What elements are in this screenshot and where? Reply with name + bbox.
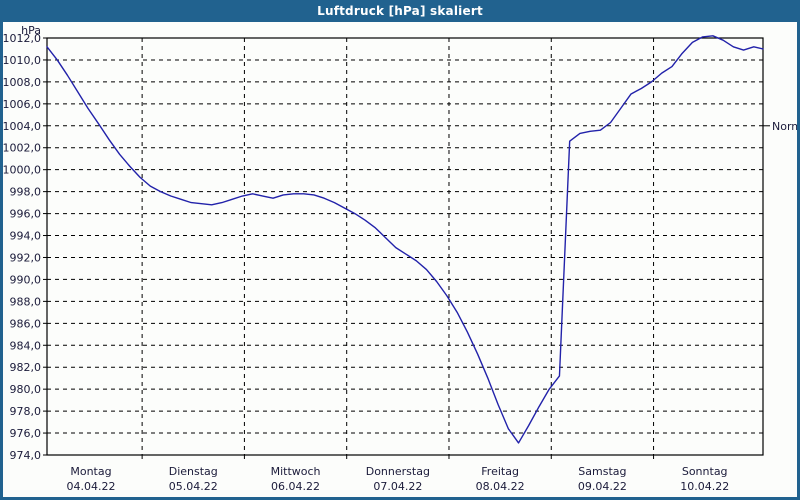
normal-annotation-label: Normal bbox=[772, 120, 797, 133]
x-tick-label-date: 09.04.22 bbox=[578, 480, 627, 493]
chart-canvas: 1012,0 1010,0 1008,0 1006,0 1004,0 1002,0 1000… bbox=[3, 22, 797, 497]
y-tick-label: 1008,0 bbox=[3, 76, 41, 89]
x-tick-label-day: Mittwoch bbox=[271, 465, 321, 478]
y-tick-label: 988,0 bbox=[10, 295, 42, 308]
y-tick-label: 984,0 bbox=[10, 339, 42, 352]
y-axis-tick-labels: 1012,0 1010,0 1008,0 1006,0 1004,0 1002,0 1000… bbox=[3, 32, 41, 462]
horizontal-gridlines bbox=[43, 37, 763, 456]
y-tick-label: 1004,0 bbox=[3, 120, 41, 133]
x-tick-label-date: 06.04.22 bbox=[271, 480, 320, 493]
y-tick-label: 994,0 bbox=[10, 230, 42, 243]
x-tick-label-date: 04.04.22 bbox=[66, 480, 115, 493]
y-tick-label: 978,0 bbox=[10, 405, 42, 418]
x-tick-label-date: 07.04.22 bbox=[373, 480, 422, 493]
page-title: Luftdruck [hPa] skaliert bbox=[317, 4, 483, 18]
plot-frame bbox=[46, 37, 764, 456]
y-tick-label: 998,0 bbox=[10, 186, 42, 199]
y-tick-label: 992,0 bbox=[10, 251, 42, 264]
x-tick-label-day: Dienstag bbox=[169, 465, 218, 478]
y-tick-label: 1000,0 bbox=[3, 164, 41, 177]
y-tick-label: 1006,0 bbox=[3, 98, 41, 111]
y-tick-label: 980,0 bbox=[10, 383, 42, 396]
x-tick-label-day: Sonntag bbox=[682, 465, 728, 478]
y-tick-label: 976,0 bbox=[10, 427, 42, 440]
x-tick-label-day: Freitag bbox=[481, 465, 519, 478]
y-tick-label: 986,0 bbox=[10, 317, 42, 330]
x-axis-tick-labels: Montag 04.04.22 Dienstag 05.04.22 Mittwoch 06… bbox=[66, 465, 729, 493]
y-tick-label: 982,0 bbox=[10, 361, 42, 374]
y-tick-label: 974,0 bbox=[10, 449, 42, 462]
x-tick-label-date: 05.04.22 bbox=[169, 480, 218, 493]
y-tick-label: 990,0 bbox=[10, 273, 42, 286]
y-tick-label: 1002,0 bbox=[3, 142, 41, 155]
window-title-bar: Luftdruck [hPa] skaliert bbox=[0, 0, 800, 22]
x-tick-label-date: 10.04.22 bbox=[680, 480, 729, 493]
pressure-series-line bbox=[46, 35, 764, 444]
x-tick-label-day: Donnerstag bbox=[366, 465, 430, 478]
x-tick-label-date: 08.04.22 bbox=[476, 480, 525, 493]
y-axis-unit-label: hPa bbox=[21, 24, 41, 37]
pressure-line-chart: 1012,0 1010,0 1008,0 1006,0 1004,0 1002,0 1000… bbox=[3, 24, 797, 493]
y-tick-label: 1012,0 bbox=[3, 32, 41, 45]
x-tick-label-day: Samstag bbox=[578, 465, 626, 478]
x-tick-label-day: Montag bbox=[70, 465, 111, 478]
y-tick-label: 996,0 bbox=[10, 208, 42, 221]
y-tick-label: 1010,0 bbox=[3, 54, 41, 67]
